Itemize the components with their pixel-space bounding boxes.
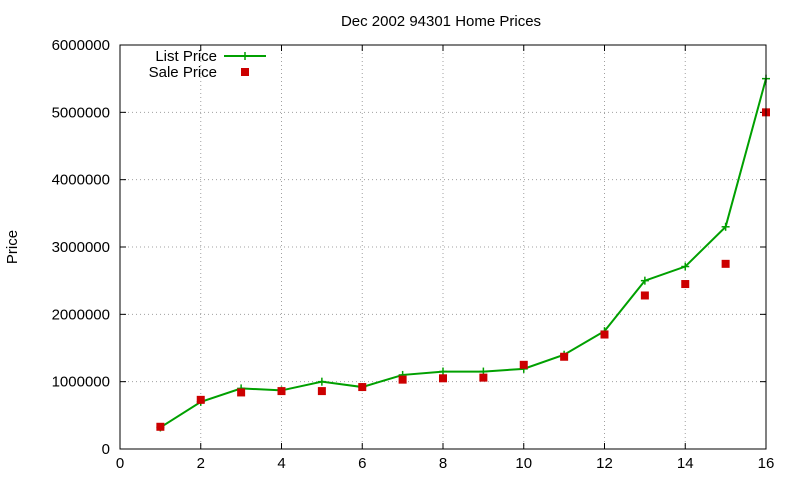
- sale-price-point: [156, 422, 165, 431]
- sale-price-point: [398, 375, 407, 384]
- plot-frame: [119, 44, 767, 450]
- series-layer: [156, 74, 770, 432]
- sale-price-point: [237, 388, 246, 397]
- grid-layer: [120, 45, 766, 449]
- y-tick-label: 1000000: [52, 374, 110, 391]
- y-tick-label: 4000000: [52, 172, 110, 189]
- x-tick-label: 16: [758, 455, 775, 472]
- x-tick-label: 8: [439, 455, 447, 472]
- x-tick-label: 10: [515, 455, 532, 472]
- list-price-line: [159, 78, 767, 429]
- legend-swatch-marker: [241, 52, 249, 60]
- sale-price-point: [560, 352, 569, 361]
- sale-price-point: [640, 291, 649, 300]
- x-tick-label: 14: [677, 455, 694, 472]
- legend-label: List Price: [155, 48, 217, 65]
- list-price-point: [721, 222, 730, 231]
- sale-price-point: [317, 387, 326, 396]
- sale-price-point: [721, 259, 730, 268]
- legend-label: Sale Price: [149, 64, 217, 81]
- list-price-point: [439, 367, 447, 376]
- sale-price-point: [479, 373, 488, 382]
- sale-price-point: [358, 383, 367, 392]
- y-tick-label: 3000000: [52, 239, 110, 256]
- x-tick-label: 2: [197, 455, 205, 472]
- y-tick-label: 6000000: [52, 37, 110, 54]
- legend-swatch-marker: [241, 68, 249, 76]
- x-tick-label: 6: [358, 455, 366, 472]
- list-price-point: [681, 262, 690, 271]
- chart-title: Dec 2002 94301 Home Prices: [341, 13, 541, 30]
- sale-price-point: [439, 374, 447, 383]
- list-price-point: [640, 276, 649, 285]
- y-tick-label: 5000000: [52, 104, 110, 121]
- sale-price-point: [600, 330, 609, 339]
- y-axis-label: Price: [4, 230, 21, 264]
- sale-price-point: [519, 360, 528, 369]
- sale-price-point: [681, 280, 690, 289]
- x-tick-label: 4: [277, 455, 285, 472]
- y-tick-label: 0: [102, 441, 110, 458]
- y-tick-label: 2000000: [52, 306, 110, 323]
- axis-layer: 0 2 4 6 8 10 12 14 16 0 1000000 2000000 3000000 40000…: [52, 37, 775, 472]
- x-tick-label: 12: [596, 455, 613, 472]
- list-price-point: [317, 377, 326, 386]
- x-tick-label: 0: [116, 455, 124, 472]
- sale-price-point: [277, 387, 286, 396]
- sale-price-point: [196, 395, 205, 404]
